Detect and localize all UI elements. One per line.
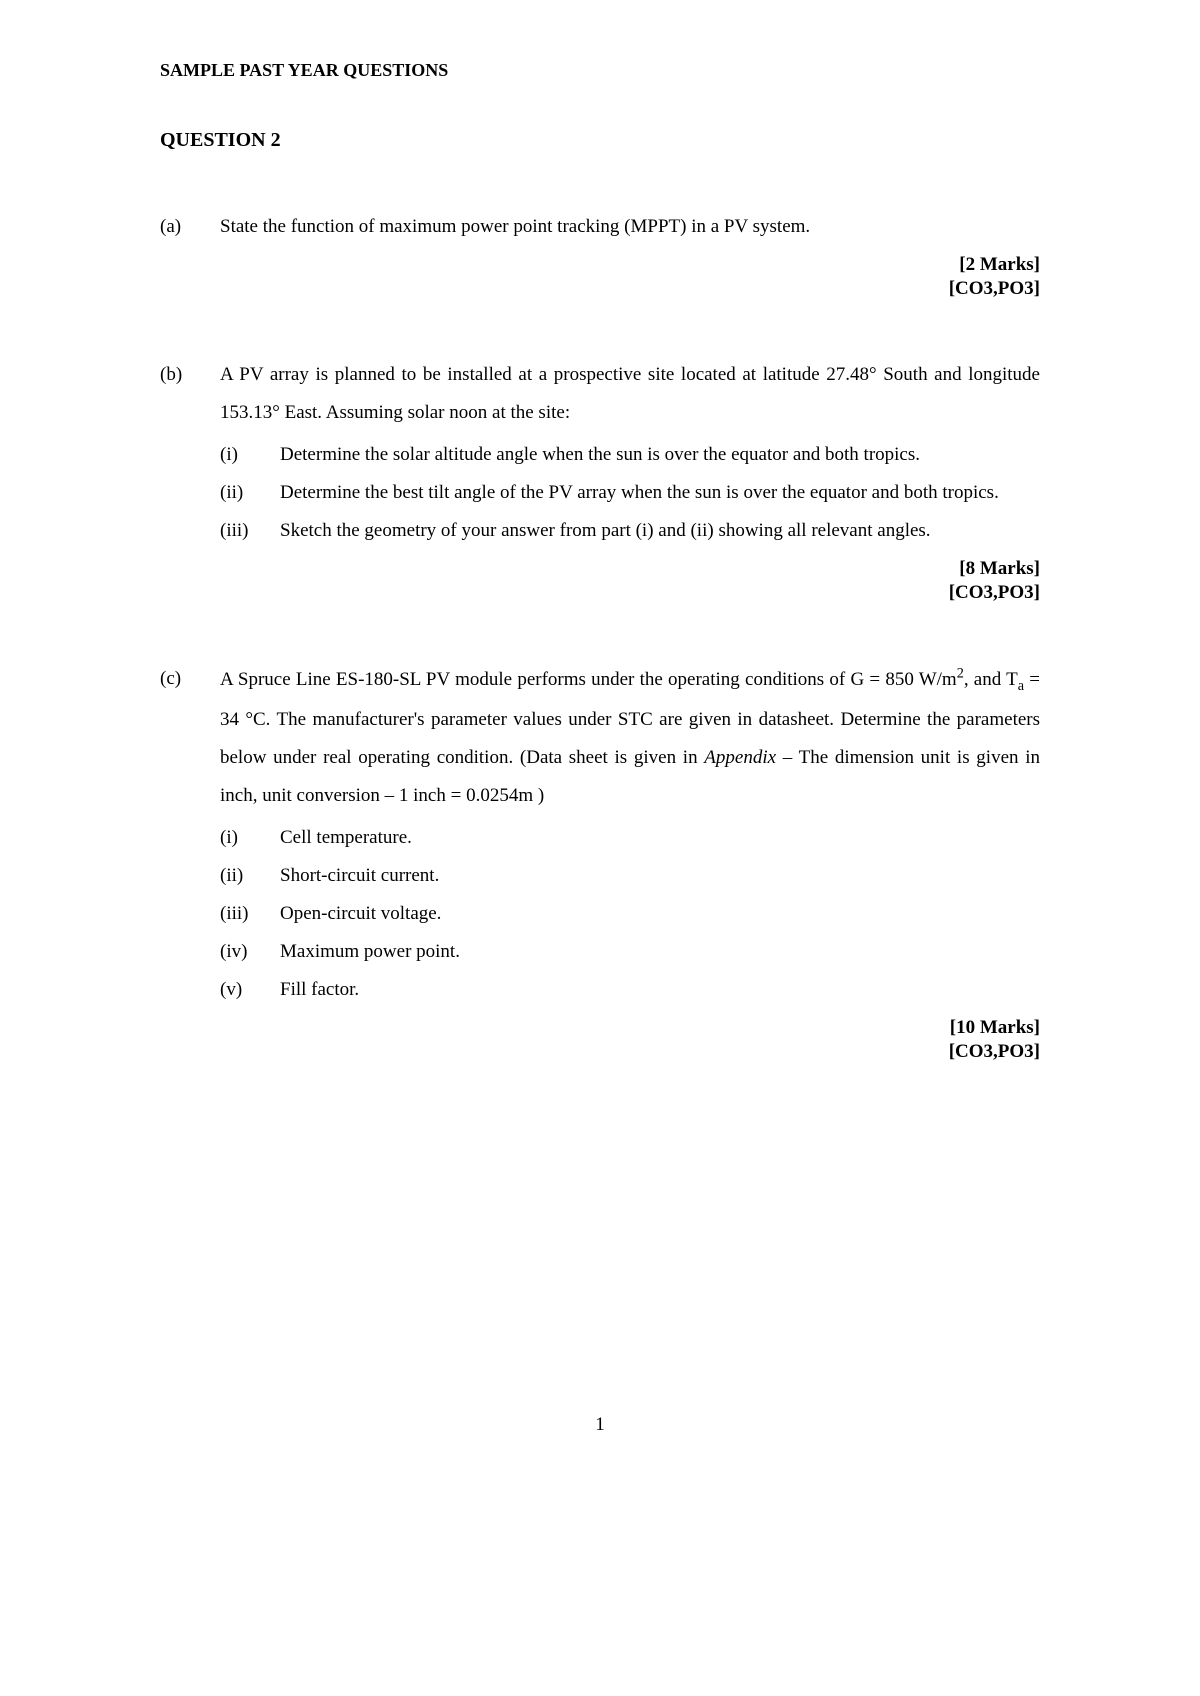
part-c-iv-label: (iv): [220, 933, 280, 971]
squared-superscript: 2: [957, 666, 964, 682]
part-b-marks: [8 Marks]: [160, 558, 1040, 580]
part-c-intro-mid: , and T: [964, 669, 1018, 690]
part-c-item-v: (v) Fill factor.: [220, 971, 1040, 1009]
part-b-ii-label: (ii): [220, 474, 280, 512]
part-c: (c) A Spruce Line ES-180-SL PV module pe…: [160, 660, 1040, 1009]
part-c-iv-text: Maximum power point.: [280, 933, 1040, 971]
part-b-content: A PV array is planned to be installed at…: [220, 356, 1040, 550]
part-b-item-i: (i) Determine the solar altitude angle w…: [220, 436, 1040, 474]
part-c-item-ii: (ii) Short-circuit current.: [220, 857, 1040, 895]
part-c-item-i: (i) Cell temperature.: [220, 819, 1040, 857]
part-b-copo: [CO3,PO3]: [160, 582, 1040, 604]
part-c-item-iv: (iv) Maximum power point.: [220, 933, 1040, 971]
part-c-marks: [10 Marks]: [160, 1017, 1040, 1039]
part-c-list: (i) Cell temperature. (ii) Short-circuit…: [220, 819, 1040, 1009]
part-c-v-label: (v): [220, 971, 280, 1009]
part-a-copo: [CO3,PO3]: [160, 278, 1040, 300]
part-b-i-text: Determine the solar altitude angle when …: [280, 436, 1040, 474]
part-c-ii-text: Short-circuit current.: [280, 857, 1040, 895]
part-a-label: (a): [160, 208, 220, 246]
part-c-v-text: Fill factor.: [280, 971, 1040, 1009]
part-b-list: (i) Determine the solar altitude angle w…: [220, 436, 1040, 550]
part-c-i-label: (i): [220, 819, 280, 857]
part-c-intro-italic: Appendix: [704, 747, 776, 768]
part-b-i-label: (i): [220, 436, 280, 474]
part-b-iii-text: Sketch the geometry of your answer from …: [280, 512, 1040, 550]
part-c-iii-label: (iii): [220, 895, 280, 933]
part-b-item-ii: (ii) Determine the best tilt angle of th…: [220, 474, 1040, 512]
part-b-intro: A PV array is planned to be installed at…: [220, 364, 1040, 423]
part-c-i-text: Cell temperature.: [280, 819, 1040, 857]
part-c-intro-prefix: A Spruce Line ES-180-SL PV module perfor…: [220, 669, 957, 690]
part-c-ii-label: (ii): [220, 857, 280, 895]
part-c-item-iii: (iii) Open-circuit voltage.: [220, 895, 1040, 933]
part-b-label: (b): [160, 356, 220, 550]
question-title: QUESTION 2: [160, 129, 1040, 152]
part-b-item-iii: (iii) Sketch the geometry of your answer…: [220, 512, 1040, 550]
part-c-label: (c): [160, 660, 220, 1009]
document-page: SAMPLE PAST YEAR QUESTIONS QUESTION 2 (a…: [0, 0, 1200, 1123]
part-b-ii-text: Determine the best tilt angle of the PV …: [280, 474, 1040, 512]
part-a: (a) State the function of maximum power …: [160, 208, 1040, 246]
document-header: SAMPLE PAST YEAR QUESTIONS: [160, 60, 1040, 81]
part-a-text: State the function of maximum power poin…: [220, 208, 1040, 246]
part-b-iii-label: (iii): [220, 512, 280, 550]
part-c-iii-text: Open-circuit voltage.: [280, 895, 1040, 933]
page-number: 1: [0, 1414, 1200, 1436]
part-b: (b) A PV array is planned to be installe…: [160, 356, 1040, 550]
part-c-content: A Spruce Line ES-180-SL PV module perfor…: [220, 660, 1040, 1009]
part-c-intro: A Spruce Line ES-180-SL PV module perfor…: [220, 669, 1040, 805]
part-c-copo: [CO3,PO3]: [160, 1041, 1040, 1063]
part-a-marks: [2 Marks]: [160, 254, 1040, 276]
